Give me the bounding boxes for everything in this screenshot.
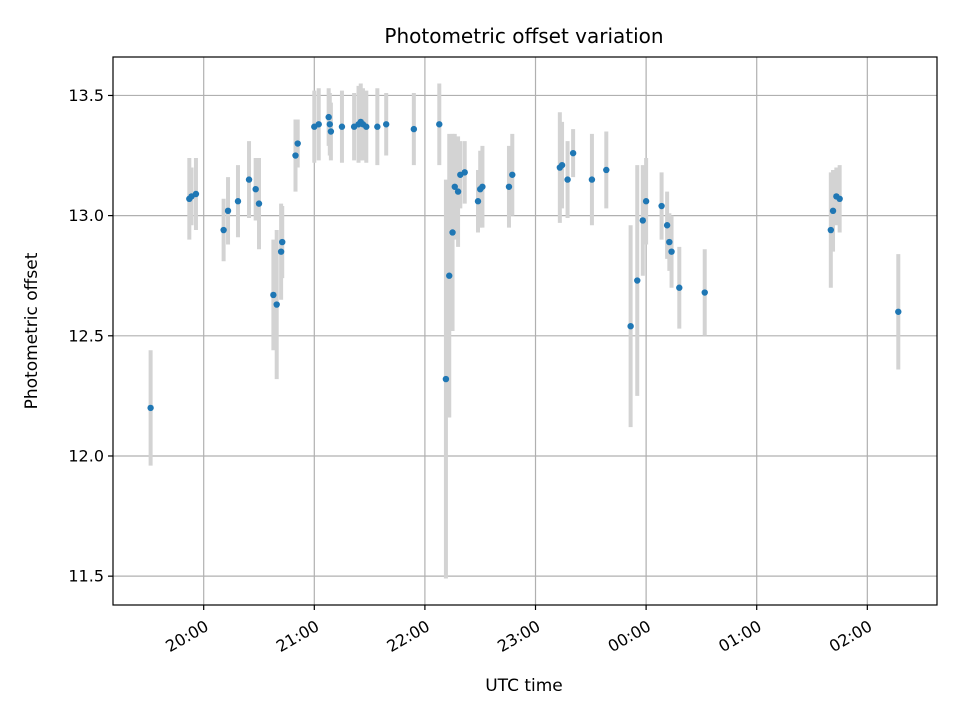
data-point [676,284,683,291]
chart-title: Photometric offset variation [384,24,663,48]
data-point [474,198,482,205]
data-point [895,308,902,315]
data-point [603,166,610,174]
data-point [505,183,513,190]
data-point [147,404,154,412]
data-point [451,183,458,190]
data-point [588,176,596,183]
data-point [315,121,322,128]
data-point [273,301,280,308]
data-point [224,207,232,215]
data-point [338,123,346,130]
data-point [436,121,443,128]
data-point [277,248,285,255]
data-point [558,161,566,169]
data-point [279,238,286,246]
data-point [192,190,200,198]
data-point [642,198,650,205]
data-point [363,123,370,130]
data-point [220,226,227,234]
data-point [446,272,453,279]
data-point [382,121,390,128]
data-point [294,140,301,147]
data-point [627,322,634,330]
y-tick-label: 13.5 [68,86,104,105]
data-points [147,113,902,412]
data-point [325,113,332,121]
plot-frame [112,56,938,606]
data-point [836,195,843,203]
data-point [292,152,299,159]
data-point [454,188,462,195]
data-point [252,185,259,193]
data-point [829,207,837,215]
data-point [449,229,456,236]
data-point [270,291,277,299]
data-point [245,176,253,183]
data-point [634,277,641,284]
y-tick-label: 13.0 [68,206,104,225]
data-point [234,198,242,205]
data-point [327,128,335,135]
y-tick-label: 11.5 [68,567,104,586]
data-point [569,149,577,157]
x-axis-label: UTC time [485,676,563,696]
data-point [509,171,516,178]
data-point [701,289,708,296]
y-tick-label: 12.0 [68,446,104,465]
data-point [564,176,571,183]
data-point [442,375,450,383]
data-point [326,121,333,128]
y-axis-ticks: 11.5 12.0 12.5 13.0 13.5 [68,86,113,586]
data-point [668,248,675,255]
data-point [461,169,468,176]
y-tick-label: 12.5 [68,326,104,345]
data-point [663,222,671,229]
data-point [410,125,418,133]
data-point [658,202,665,210]
data-point [827,226,835,234]
data-point [666,238,673,246]
data-point [479,183,486,190]
data-point [255,200,263,207]
data-point [639,217,646,224]
y-axis-label: Photometric offset [22,252,42,409]
data-point [374,123,381,130]
